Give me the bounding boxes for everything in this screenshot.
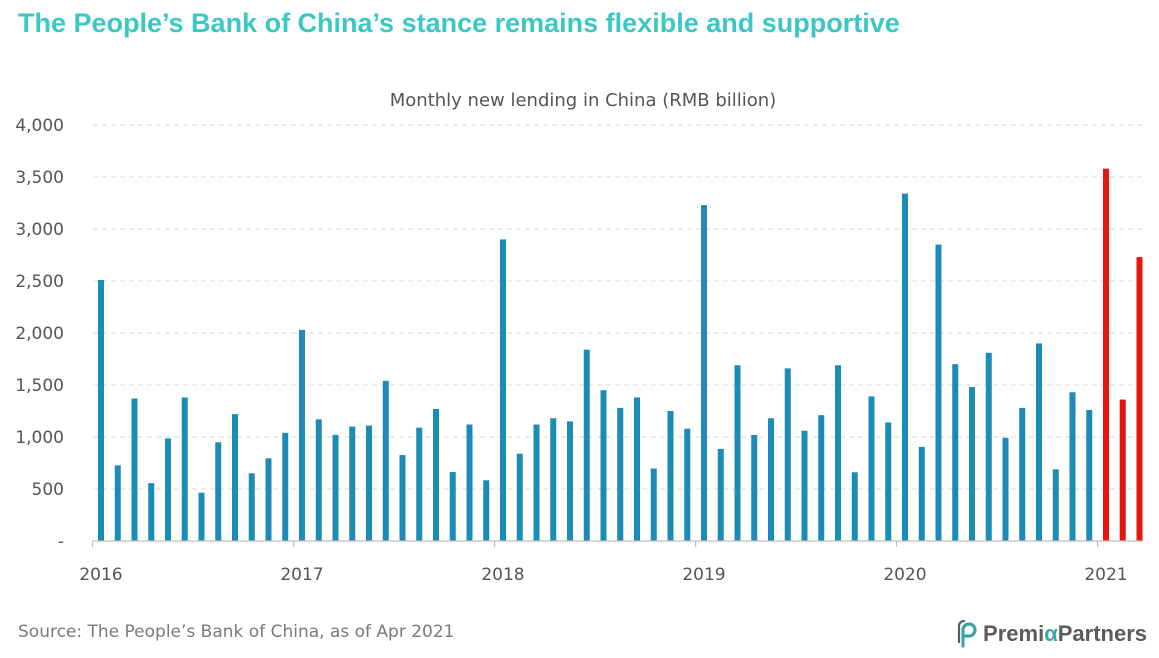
- bar-2016-04: [148, 483, 155, 541]
- bar-2019-04: [751, 434, 758, 541]
- bar-2020-06: [985, 352, 992, 541]
- bar-2018-02: [516, 453, 523, 541]
- bar-2019-01: [701, 205, 707, 541]
- x-tick-label: 2018: [481, 565, 524, 585]
- bar-2020-02: [918, 446, 925, 541]
- bar-2020-11: [1069, 392, 1076, 541]
- bar-2019-09: [835, 365, 841, 541]
- bar-2017-01: [299, 329, 305, 541]
- bar-2016-12: [282, 432, 289, 541]
- headline: The People’s Bank of China’s stance rema…: [18, 8, 900, 38]
- bar-2020-10: [1052, 469, 1059, 541]
- bar-2020-08: [1019, 407, 1026, 541]
- bar-2017-02: [315, 419, 322, 541]
- y-tick-label: 500: [32, 480, 64, 500]
- bar-2016-08: [215, 442, 222, 541]
- bar-2019-11: [868, 396, 875, 541]
- logo-text: PremiαPartners: [983, 621, 1147, 646]
- bar-2019-06: [784, 368, 791, 541]
- bar-2019-12: [885, 422, 892, 541]
- bar-2018-09: [634, 397, 640, 541]
- bar-2018-04: [550, 418, 557, 541]
- bar-2020-04: [952, 364, 959, 541]
- bar-2021-03: [1136, 257, 1143, 541]
- x-tick-label: 2016: [79, 565, 122, 585]
- bar-2016-10: [248, 473, 255, 541]
- bar-2017-03: [332, 434, 339, 541]
- bar-2018-08: [617, 407, 624, 541]
- source-note: Source: The People’s Bank of China, as o…: [18, 622, 455, 642]
- bar-2020-03: [935, 244, 942, 541]
- bars: [98, 168, 1143, 541]
- y-tick-label: 2,500: [15, 272, 64, 292]
- bar-2016-01: [98, 279, 104, 541]
- y-tick-label: 1,500: [15, 376, 64, 396]
- bar-2018-01: [500, 239, 506, 541]
- bar-chart: Monthly new lending in China (RMB billio…: [15, 90, 1143, 585]
- bar-2021-02: [1119, 399, 1126, 541]
- bar-2018-11: [667, 411, 674, 541]
- bar-2016-03: [131, 398, 138, 541]
- bar-2018-03: [533, 424, 540, 541]
- bar-2017-12: [483, 480, 490, 541]
- bar-2017-06: [382, 380, 389, 541]
- bar-2016-09: [232, 414, 238, 541]
- bar-2019-10: [851, 472, 858, 541]
- y-axis-tick-labels: - 500 1,000 1,500 2,000 2,500 3,000 3,500 4,000: [15, 116, 64, 552]
- bar-2016-07: [198, 492, 205, 541]
- bar-2016-02: [114, 465, 121, 541]
- chart-title: Monthly new lending in China (RMB billio…: [390, 90, 776, 111]
- x-tick-label: 2021: [1084, 565, 1127, 585]
- bar-2019-02: [717, 448, 724, 541]
- bar-2019-07: [801, 430, 808, 541]
- x-axis: 2016 2017 2018 2019 2020 2021: [79, 540, 1143, 585]
- bar-2017-08: [416, 427, 423, 541]
- bar-2020-12: [1086, 409, 1093, 541]
- bar-2018-07: [600, 390, 607, 541]
- bar-2019-03: [734, 365, 741, 541]
- bar-2019-05: [768, 418, 774, 541]
- bar-2020-07: [1002, 437, 1009, 541]
- bar-2020-01: [902, 193, 908, 541]
- bar-2017-09: [433, 408, 439, 541]
- y-tick-label: 3,500: [15, 168, 64, 188]
- y-tick-label: 3,000: [15, 220, 64, 240]
- bar-2016-11: [265, 458, 272, 541]
- bar-2017-10: [449, 472, 456, 541]
- bar-2016-05: [165, 438, 171, 541]
- x-tick-label: 2019: [682, 565, 725, 585]
- bar-2017-04: [349, 426, 356, 541]
- bar-2020-05: [969, 387, 975, 541]
- bar-2020-09: [1036, 343, 1042, 541]
- x-tick-label: 2017: [280, 565, 323, 585]
- bar-2019-08: [818, 415, 825, 541]
- bar-2018-05: [567, 421, 573, 541]
- logo-mark-icon: [957, 620, 979, 648]
- premia-partners-logo: PremiαPartners: [957, 620, 1147, 648]
- bar-2017-11: [466, 424, 473, 541]
- bar-2017-05: [366, 425, 372, 541]
- bar-2016-06: [181, 397, 188, 541]
- x-tick-label: 2020: [883, 565, 926, 585]
- bar-2018-12: [684, 428, 691, 541]
- bar-2017-07: [399, 455, 406, 541]
- y-tick-label: 2,000: [15, 324, 64, 344]
- bar-2021-01: [1103, 168, 1109, 541]
- y-tick-label: 4,000: [15, 116, 64, 136]
- y-tick-label: 1,000: [15, 428, 64, 448]
- bar-2018-06: [583, 349, 590, 541]
- y-tick-label: -: [58, 532, 64, 552]
- bar-2018-10: [650, 468, 657, 541]
